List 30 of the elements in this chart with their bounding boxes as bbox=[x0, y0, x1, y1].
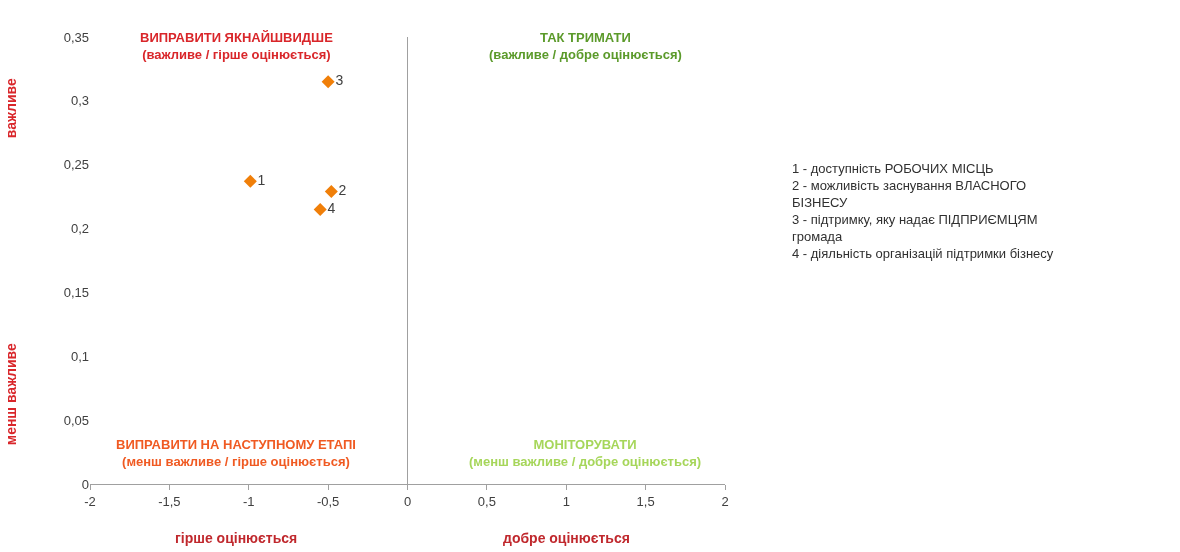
series-label: 3 bbox=[335, 72, 344, 89]
y-tick-label: 0,35 bbox=[63, 29, 89, 45]
annotation: ВИПРАВИТИ НА НАСТУПНОМУ ЕТАПІ (менш важливе / гірше оцінюється) bbox=[116, 437, 356, 469]
text: важливе bbox=[3, 78, 20, 139]
y-tick-label: 0,3 bbox=[70, 93, 89, 109]
series-label: 4 bbox=[327, 199, 336, 216]
x-tick-label: 0,5 bbox=[477, 493, 496, 509]
x-tick-label: -0,5 bbox=[316, 493, 340, 509]
x-tick-label: -2 bbox=[84, 493, 96, 509]
y-tick-label: 0,2 bbox=[70, 221, 89, 237]
x-tick-label: 1 bbox=[562, 493, 570, 509]
annotation: ТАК ТРИМАТИ (важливе / добре оцінюється) bbox=[489, 30, 682, 62]
x-tick-label: 0 bbox=[403, 493, 412, 509]
series-label: 2 bbox=[338, 182, 347, 199]
annotation: МОНІТОРУВАТИ (менш важливе / добре оцінюється) bbox=[469, 437, 702, 469]
x-tick-label: 2 bbox=[721, 493, 729, 509]
x-tick-label: -1 bbox=[242, 493, 255, 509]
y-tick-label: 0,05 bbox=[63, 412, 89, 428]
y-tick-label: 0,25 bbox=[63, 157, 89, 173]
text: добре оцінюється bbox=[503, 530, 630, 546]
text: менш важливе bbox=[3, 343, 20, 446]
text: гірше оцінюється bbox=[175, 530, 298, 546]
x-tick-label: 1,5 bbox=[636, 493, 655, 509]
y-tick-label: 0,1 bbox=[70, 348, 89, 364]
annotation: ВИПРАВИТИ ЯКНАЙШВИДШЕ (важливе / гірше оцінюється) bbox=[140, 30, 334, 62]
y-tick-label: 0 bbox=[81, 476, 89, 492]
series-label: 1 bbox=[257, 171, 266, 188]
text: 1 - доступність РОБОЧИХ МІСЦЬ 2 - можливість заснування ВЛАСНОГО БІЗНЕСУ 3 - підтримку, яку надає ПІДПРИЄМЦЯМ громада 4 - діяльність організацій підтримки бізнесу bbox=[792, 161, 1054, 261]
x-tick-label: -1,5 bbox=[158, 493, 181, 509]
y-tick-label: 0,15 bbox=[63, 284, 89, 300]
